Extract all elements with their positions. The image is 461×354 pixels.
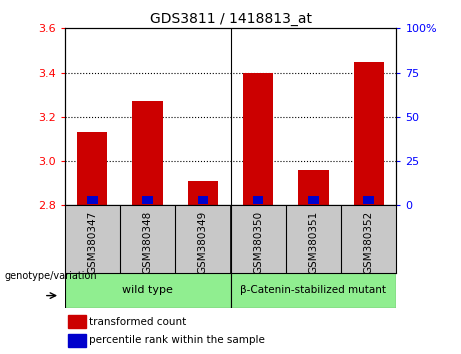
Bar	[68, 334, 86, 347]
Bar	[188, 181, 218, 205]
Text: GSM380348: GSM380348	[142, 211, 153, 274]
Text: wild type: wild type	[122, 285, 173, 295]
Bar	[308, 196, 319, 204]
Text: GSM380351: GSM380351	[308, 211, 319, 274]
Bar	[68, 315, 86, 328]
Text: GSM380347: GSM380347	[87, 211, 97, 274]
Bar	[253, 196, 264, 204]
Text: genotype/variation: genotype/variation	[5, 271, 97, 281]
FancyBboxPatch shape	[230, 273, 396, 308]
Bar	[77, 132, 107, 205]
Bar	[298, 170, 329, 205]
Bar	[363, 196, 374, 204]
Bar	[87, 196, 98, 204]
Bar	[142, 196, 153, 204]
Text: percentile rank within the sample: percentile rank within the sample	[89, 335, 266, 346]
FancyBboxPatch shape	[65, 273, 230, 308]
Bar	[132, 101, 163, 205]
Text: GSM380352: GSM380352	[364, 211, 374, 274]
Text: β-Catenin-stabilized mutant: β-Catenin-stabilized mutant	[241, 285, 386, 295]
Text: GSM380349: GSM380349	[198, 211, 208, 274]
Bar	[243, 73, 273, 205]
Text: transformed count: transformed count	[89, 316, 187, 327]
Bar	[354, 62, 384, 205]
Bar	[197, 196, 208, 204]
Text: GSM380350: GSM380350	[253, 211, 263, 274]
Title: GDS3811 / 1418813_at: GDS3811 / 1418813_at	[149, 12, 312, 26]
